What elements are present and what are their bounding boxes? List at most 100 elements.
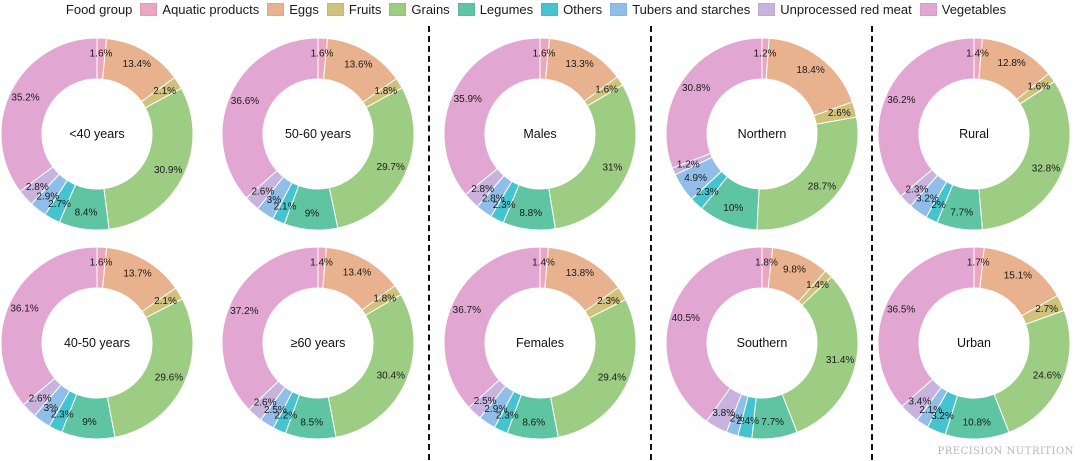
donut-center-title: Southern [737, 336, 788, 350]
legend-swatch [457, 2, 475, 16]
donut-chart: 1.7% 15.1% 2.7% 24.6% 10.8% 3.2%2.1%3.4% 36.5%… [877, 246, 1071, 440]
slice-value-label: 36.2% [887, 95, 915, 106]
slice-value-label: 1.2% [677, 160, 700, 171]
chart-legend: Food group Aquatic products Eggs Fruits Gra… [0, 0, 1080, 18]
slice-value-label: 1.6% [533, 49, 556, 60]
slice-value-label: 2.5% [264, 405, 287, 416]
slice-value-label: 13.3% [565, 59, 593, 70]
slice-value-label: 1.4% [532, 258, 555, 269]
slice-grains [781, 276, 859, 434]
slice-value-label: 2.6% [828, 108, 851, 119]
legend-label: Others [563, 1, 603, 17]
legend-swatch [541, 2, 559, 16]
slice-value-label: 4.9% [684, 173, 707, 184]
group-divider-2 [650, 26, 652, 460]
slice-value-label: 29.4% [598, 373, 626, 384]
donut-chart: 1.6%13.3%1.6%31%8.8%2.3%2.8%2.8%35.9%Mal… [443, 37, 637, 231]
slice-value-label: 8.8% [519, 208, 542, 219]
legend-label: Vegetables [941, 1, 1007, 17]
legend-title: Food group [65, 1, 133, 17]
slice-grains [327, 293, 415, 438]
slice-value-label: 28.7% [808, 181, 836, 192]
legend-swatch [389, 2, 407, 16]
slice-value-label: 15.1% [1004, 271, 1032, 282]
slice-value-label: 8.5% [300, 417, 323, 428]
slice-value-label: 1.8% [755, 258, 778, 269]
donut-chart: 1.2% 18.4% 2.6% 28.7% 10% 2.3% 4.9% 1.2% 30.8% No… [665, 37, 859, 231]
legend-swatch [610, 2, 628, 16]
slice-grains [106, 298, 194, 438]
slice-value-label: 2.1% [274, 201, 297, 212]
legend-swatch [758, 2, 776, 16]
group-divider-1 [428, 26, 430, 460]
slice-value-label: 9% [305, 208, 320, 219]
slice-value-label: 2.5% [474, 396, 497, 407]
slice-value-label: 1.8% [374, 86, 397, 97]
slice-value-label: 9.8% [783, 264, 806, 275]
donut-center-title: <40 years [69, 127, 124, 141]
slice-value-label: 13.7% [123, 269, 151, 280]
slice-value-label: 3.8% [712, 408, 735, 419]
slice-vegetables [877, 37, 975, 197]
legend-swatch [919, 2, 937, 16]
slice-value-label: 36.5% [887, 304, 915, 315]
slice-eggs [765, 37, 854, 117]
slice-value-label: 1.2% [754, 49, 777, 60]
slice-value-label: 2.3% [696, 187, 719, 198]
donut-chart: 1.6% 13.7% 2.1% 29.6% 9% 2.3%3%2.6% 36.1% 40-50… [0, 246, 194, 440]
slice-value-label: 36.6% [231, 96, 259, 107]
donut-center-title: 50-60 years [285, 127, 351, 141]
donut-center-title: ≥60 years [291, 336, 346, 350]
donut-center-title: Northern [738, 127, 787, 141]
slice-value-label: 3% [267, 195, 282, 206]
slice-value-label: 31.4% [826, 355, 854, 366]
watermark: PRECISION NUTRITION [937, 446, 1074, 457]
legend-item-aquatic-products: Aquatic products [140, 2, 259, 17]
slice-value-label: 1.6% [90, 258, 113, 269]
legend-item-tubers-and-starches: Tubers and starches [610, 2, 750, 17]
slice-value-label: 13.8% [566, 268, 594, 279]
slice-value-label: 2.9% [484, 404, 507, 415]
slice-value-label: 2.8% [471, 184, 494, 195]
slice-value-label: 2.7% [1035, 304, 1058, 315]
slice-value-label: 2% [730, 413, 745, 424]
slice-value-label: 1.6% [311, 49, 334, 60]
legend-label: Tubers and starches [632, 1, 751, 17]
legend-swatch [267, 2, 285, 16]
legend-item-grains: Grains [389, 2, 450, 17]
legend-item-unprocessed-red-meat: Unprocessed red meat [758, 2, 912, 17]
slice-value-label: 13.4% [123, 59, 151, 70]
slice-value-label: 7.7% [761, 417, 784, 428]
legend-item-vegetables: Vegetables [919, 1, 1007, 17]
slice-vegetables [665, 37, 763, 169]
slice-value-label: 2.3% [906, 185, 929, 196]
slice-value-label: 1.7% [967, 258, 990, 269]
slice-grains [978, 80, 1071, 231]
slice-value-label: 8.4% [75, 208, 98, 219]
slice-value-label: 2.9% [36, 192, 59, 203]
donut-center-title: Males [523, 127, 556, 141]
slice-value-label: 2.2% [274, 411, 297, 422]
slice-value-label: 40.5% [672, 313, 700, 324]
legend-label: Legumes [479, 1, 534, 17]
slice-value-label: 30.9% [154, 165, 182, 176]
slice-value-label: 2% [931, 200, 946, 211]
slice-value-label: 2.3% [597, 296, 620, 307]
legend-swatch [326, 2, 344, 16]
slice-vegetables [0, 37, 98, 193]
legend-item-eggs: Eggs [267, 2, 319, 17]
slice-vegetables [221, 37, 319, 199]
slice-value-label: 37.2% [230, 306, 258, 317]
slice-value-label: 10.8% [963, 417, 991, 428]
slice-value-label: 2.6% [254, 398, 277, 409]
slice-value-label: 2.1% [153, 86, 176, 97]
donut-chart: 1.4% 13.4% 1.8% 30.4% 8.5%2.2%2.5%2.6% 37.2% ≥… [221, 246, 415, 440]
slice-grains [548, 84, 637, 230]
slice-value-label: 7.7% [950, 208, 973, 219]
slice-value-label: 35.2% [11, 93, 39, 104]
slice-vegetables [665, 246, 763, 422]
slice-value-label: 3% [44, 403, 59, 414]
group-divider-3 [871, 26, 873, 460]
slice-value-label: 8.6% [522, 417, 545, 428]
